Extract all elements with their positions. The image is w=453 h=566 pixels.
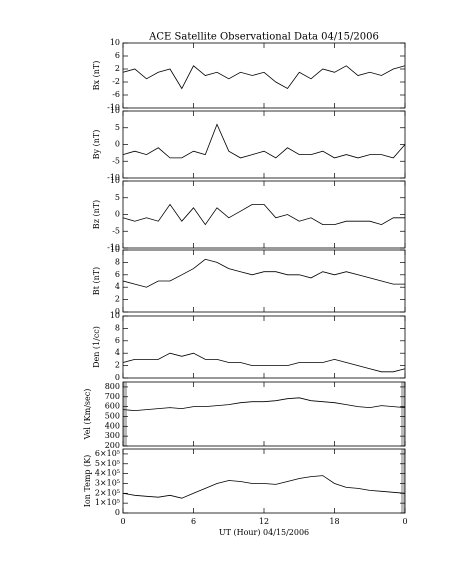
y-tick-label: 5×10⁵ <box>95 459 120 468</box>
y-tick-label: 6×10⁵ <box>95 449 120 458</box>
y-tick-label: 2×10⁵ <box>95 488 120 497</box>
y-axis-label: Bt (nT) <box>92 267 101 295</box>
x-tick-label: 6 <box>191 517 196 526</box>
y-tick-label: -2 <box>112 77 120 86</box>
y-tick-label: 4×10⁵ <box>95 469 120 478</box>
y-tick-label: 2 <box>115 361 120 370</box>
y-tick-label: 0 <box>115 307 120 316</box>
y-tick-label: -10 <box>107 243 120 252</box>
data-line <box>122 258 405 288</box>
y-tick-label: 700 <box>105 392 120 401</box>
y-tick-label: 8 <box>115 323 120 332</box>
chart-title: ACE Satellite Observational Data 04/15/2… <box>148 32 379 43</box>
y-tick-label: 10 <box>110 245 120 254</box>
y-tick-label: -10 <box>107 103 120 112</box>
y-tick-label: 10 <box>110 106 120 115</box>
y-axis-label: By (nT) <box>92 130 101 160</box>
data-line <box>122 475 406 499</box>
data-line <box>122 397 406 412</box>
data-line <box>122 123 406 159</box>
y-tick-label: 0 <box>115 508 120 517</box>
y-tick-label: 5 <box>115 123 120 132</box>
y-tick-label: 10 <box>110 176 120 185</box>
y-axis-label: Ion Temp (K) <box>83 455 92 508</box>
y-tick-label: 2 <box>115 64 120 73</box>
y-tick-label: 0 <box>115 373 120 382</box>
y-axis-label: Bz (nT) <box>92 200 101 229</box>
y-tick-label: -5 <box>112 226 120 235</box>
y-tick-label: 0 <box>115 140 120 149</box>
y-axis-label: Vel (Km/sec) <box>83 389 92 441</box>
y-tick-label: 6 <box>115 51 120 60</box>
y-tick-label: 5 <box>115 193 120 202</box>
y-axis-label: Bx (nT) <box>92 61 101 91</box>
y-tick-label: 3×10⁵ <box>95 478 120 487</box>
y-axis-label: Den (1/cc) <box>92 326 101 368</box>
x-tick-label: 18 <box>329 517 339 526</box>
y-tick-label: 0 <box>115 210 120 219</box>
y-tick-label: 500 <box>105 411 120 420</box>
y-tick-label: 6 <box>115 336 120 345</box>
y-tick-label: 400 <box>105 421 120 430</box>
y-tick-label: 6 <box>115 270 120 279</box>
gap-shade <box>401 449 405 513</box>
y-tick-label: 200 <box>105 441 120 450</box>
y-tick-label: -5 <box>112 156 120 165</box>
y-tick-label: -10 <box>107 173 120 182</box>
x-tick-label: 0 <box>120 517 125 526</box>
data-line <box>122 203 405 226</box>
y-tick-label: 800 <box>105 382 120 391</box>
x-tick-label: 0 <box>402 517 407 526</box>
y-tick-label: 4 <box>115 282 120 291</box>
y-tick-label: 10 <box>110 38 120 47</box>
data-line <box>122 352 406 373</box>
data-line <box>122 65 406 90</box>
y-tick-label: 10 <box>110 311 120 320</box>
y-tick-label: 1×10⁵ <box>95 498 120 507</box>
gap-shade <box>401 382 405 446</box>
y-tick-label: 2 <box>115 295 120 304</box>
x-axis-label: UT (Hour) 04/15/2006 <box>219 528 309 537</box>
y-tick-label: 8 <box>115 257 120 266</box>
y-tick-label: 300 <box>105 431 120 440</box>
x-tick-label: 12 <box>259 517 269 526</box>
y-tick-label: 600 <box>105 402 120 411</box>
y-tick-label: 4 <box>115 348 120 357</box>
gap-shade <box>123 382 127 446</box>
y-tick-label: -6 <box>112 90 120 99</box>
